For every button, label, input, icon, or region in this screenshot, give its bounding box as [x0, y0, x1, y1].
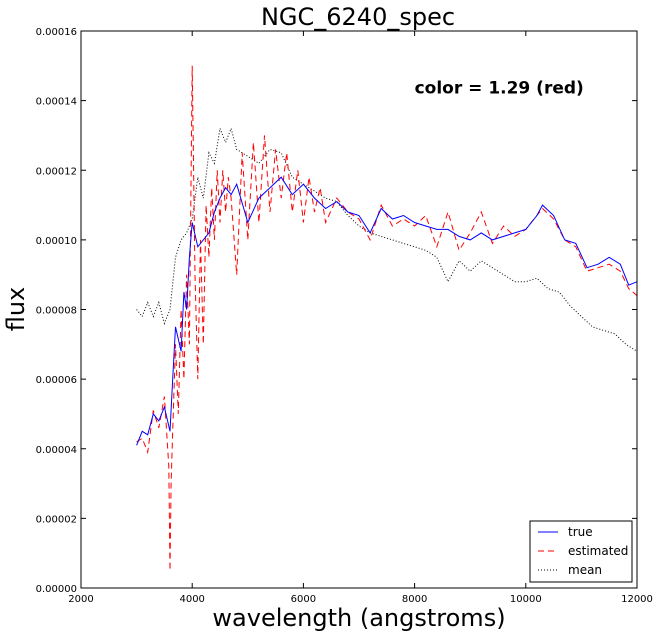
series-line-estimated	[136, 65, 638, 571]
y-tick-label: 0.00004	[36, 445, 77, 456]
y-tick-label: 0.00008	[36, 306, 77, 317]
y-tick-label: 0.00006	[36, 375, 77, 386]
x-axis-label: wavelength (angstroms)	[212, 604, 505, 632]
y-tick-label: 0.00000	[36, 584, 77, 595]
x-tick-label: 6000	[291, 594, 316, 605]
x-tick-label: 12000	[621, 594, 653, 605]
y-tick-label: 0.00010	[36, 236, 77, 247]
legend-box	[529, 520, 633, 583]
y-tick-label: 0.00002	[36, 514, 77, 525]
legend: true estimated mean	[529, 520, 633, 583]
series-line-mean	[136, 126, 638, 352]
legend-label-true: true	[568, 525, 593, 539]
y-tick-label: 0.00014	[36, 97, 77, 108]
color-annotation: color = 1.29 (red)	[415, 79, 584, 99]
axis-ticks: 2000 4000 6000 8000 10000 12000 0.00000 0.00002…	[36, 27, 653, 605]
x-tick-label: 2000	[68, 594, 93, 605]
y-tick-label: 0.00016	[36, 27, 77, 38]
x-tick-label: 10000	[510, 594, 542, 605]
x-tick-label: 8000	[402, 594, 427, 605]
legend-label-estimated: estimated	[568, 544, 628, 558]
series-line-true	[136, 176, 638, 446]
chart-title: NGC_6240_spec	[261, 3, 455, 31]
series-layer	[136, 65, 638, 571]
y-tick-label: 0.00012	[36, 166, 77, 177]
x-tick-label: 4000	[179, 594, 204, 605]
plot-frame	[80, 30, 638, 589]
y-axis-label: flux	[2, 287, 30, 332]
legend-label-mean: mean	[568, 563, 602, 577]
